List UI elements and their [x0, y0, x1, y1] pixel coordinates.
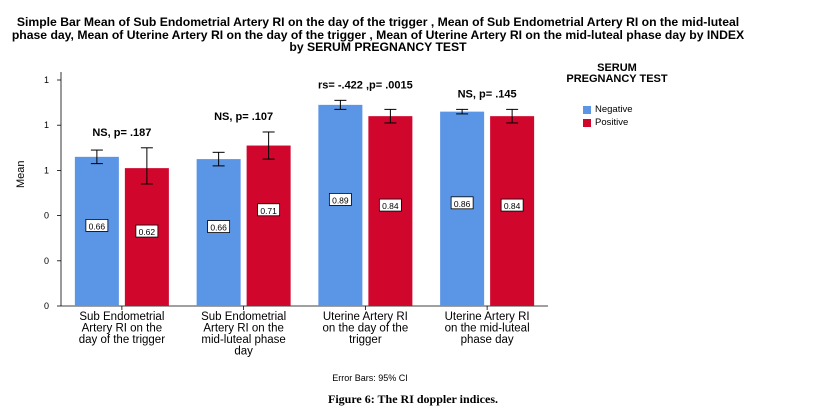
y-axis-label: Mean [15, 160, 27, 188]
data-label: 0.71 [260, 206, 277, 216]
data-label-box [257, 203, 281, 217]
y-tick-label: 0 [44, 211, 49, 221]
legend-item-negative: Negative [583, 104, 633, 115]
chart-bars: 0.66 0.62 NS, p= .187 0.66 0.71 NS, p= .107 0.… [74, 79, 535, 306]
legend-label-negative: Negative [595, 104, 633, 115]
legend-title: SERUM PREGNANCY TEST [566, 62, 668, 85]
y-tick-label: 1 [44, 165, 49, 175]
data-label: 0.62 [139, 227, 156, 237]
significance-annotation: NS, p= .145 [458, 88, 517, 100]
y-tick-label: 1 [44, 120, 49, 130]
data-label-box [135, 224, 159, 238]
significance-annotation: rs= -.422 ,p= .0015 [318, 79, 413, 91]
data-label: 0.89 [332, 195, 349, 205]
error-bars-note: Error Bars: 95% CI [332, 373, 408, 383]
data-label: 0.84 [382, 201, 399, 211]
data-label-box [85, 219, 109, 232]
data-label: 0.86 [454, 199, 471, 209]
y-tick-label: 0 [44, 256, 49, 266]
legend-item-positive: Positive [583, 117, 628, 128]
bar-positive [246, 145, 291, 306]
data-label-box [450, 196, 474, 210]
data-label: 0.66 [210, 223, 227, 233]
legend-swatch-positive [583, 118, 591, 127]
significance-annotation: NS, p= .107 [214, 111, 273, 123]
y-tick-label: 1 [44, 75, 49, 85]
chart-title: Simple Bar Mean of Sub Endometrial Arter… [11, 15, 745, 54]
data-label-box [500, 198, 524, 212]
legend-label-positive: Positive [595, 117, 629, 128]
data-label-box [378, 198, 402, 212]
x-tick-label: Sub Endometrial Artery RI on the day of th… [79, 311, 165, 346]
y-tick-label: 0 [44, 301, 49, 311]
x-tick-label: Uterine Artery RI on the mid-luteal phase … [445, 311, 530, 346]
data-label-box [328, 193, 352, 206]
x-tick-label: Uterine Artery RI on the day of the trigge… [323, 311, 409, 346]
figure-caption: Figure 6: The RI doppler indices. [327, 392, 499, 406]
chart-axes: 0 0 0 1 1 1 Sub Endometrial Artery RI on the day… [44, 72, 548, 358]
data-label: 0.84 [504, 201, 521, 211]
data-label: 0.66 [89, 221, 106, 231]
significance-annotation: NS, p= .187 [92, 127, 151, 139]
legend-swatch-negative [583, 105, 591, 114]
data-label-box [207, 220, 231, 233]
x-tick-label: Sub Endometrial Artery RI on the mid-lutea… [201, 311, 286, 358]
